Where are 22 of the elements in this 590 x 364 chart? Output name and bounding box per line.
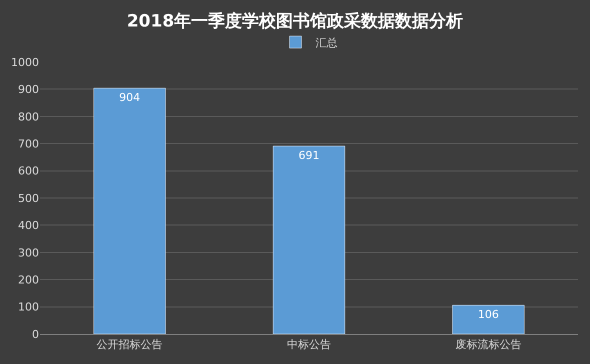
y-tick-label: 700 bbox=[18, 137, 39, 150]
data-label: 106 bbox=[478, 308, 499, 322]
y-tick-label: 300 bbox=[18, 246, 39, 260]
y-tick-label: 0 bbox=[32, 328, 39, 341]
y-tick-label: 600 bbox=[18, 164, 39, 178]
bar bbox=[94, 88, 166, 334]
chart-title: 2018年一季度学校图书馆政采数据数据分析 bbox=[126, 11, 464, 32]
y-tick-label: 800 bbox=[18, 110, 39, 124]
data-label: 904 bbox=[119, 91, 140, 104]
bar bbox=[272, 146, 346, 334]
y-tick-label: 400 bbox=[18, 219, 39, 232]
x-tick-label: 中标公告 bbox=[287, 338, 331, 352]
y-tick-label: 200 bbox=[18, 273, 39, 286]
y-tick-label: 500 bbox=[18, 192, 39, 205]
bar bbox=[452, 304, 524, 334]
y-tick-label: 900 bbox=[18, 83, 39, 96]
legend-label: 汇总 bbox=[316, 36, 338, 50]
y-tick-label: 1000 bbox=[11, 56, 39, 69]
y-tick-label: 100 bbox=[18, 300, 39, 314]
x-tick-label: 废标流标公告 bbox=[455, 338, 522, 352]
data-label: 691 bbox=[298, 149, 320, 162]
x-tick-label: 公开招标公告 bbox=[96, 338, 163, 352]
